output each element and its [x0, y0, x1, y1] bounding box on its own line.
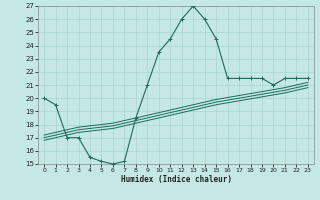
X-axis label: Humidex (Indice chaleur): Humidex (Indice chaleur): [121, 175, 231, 184]
